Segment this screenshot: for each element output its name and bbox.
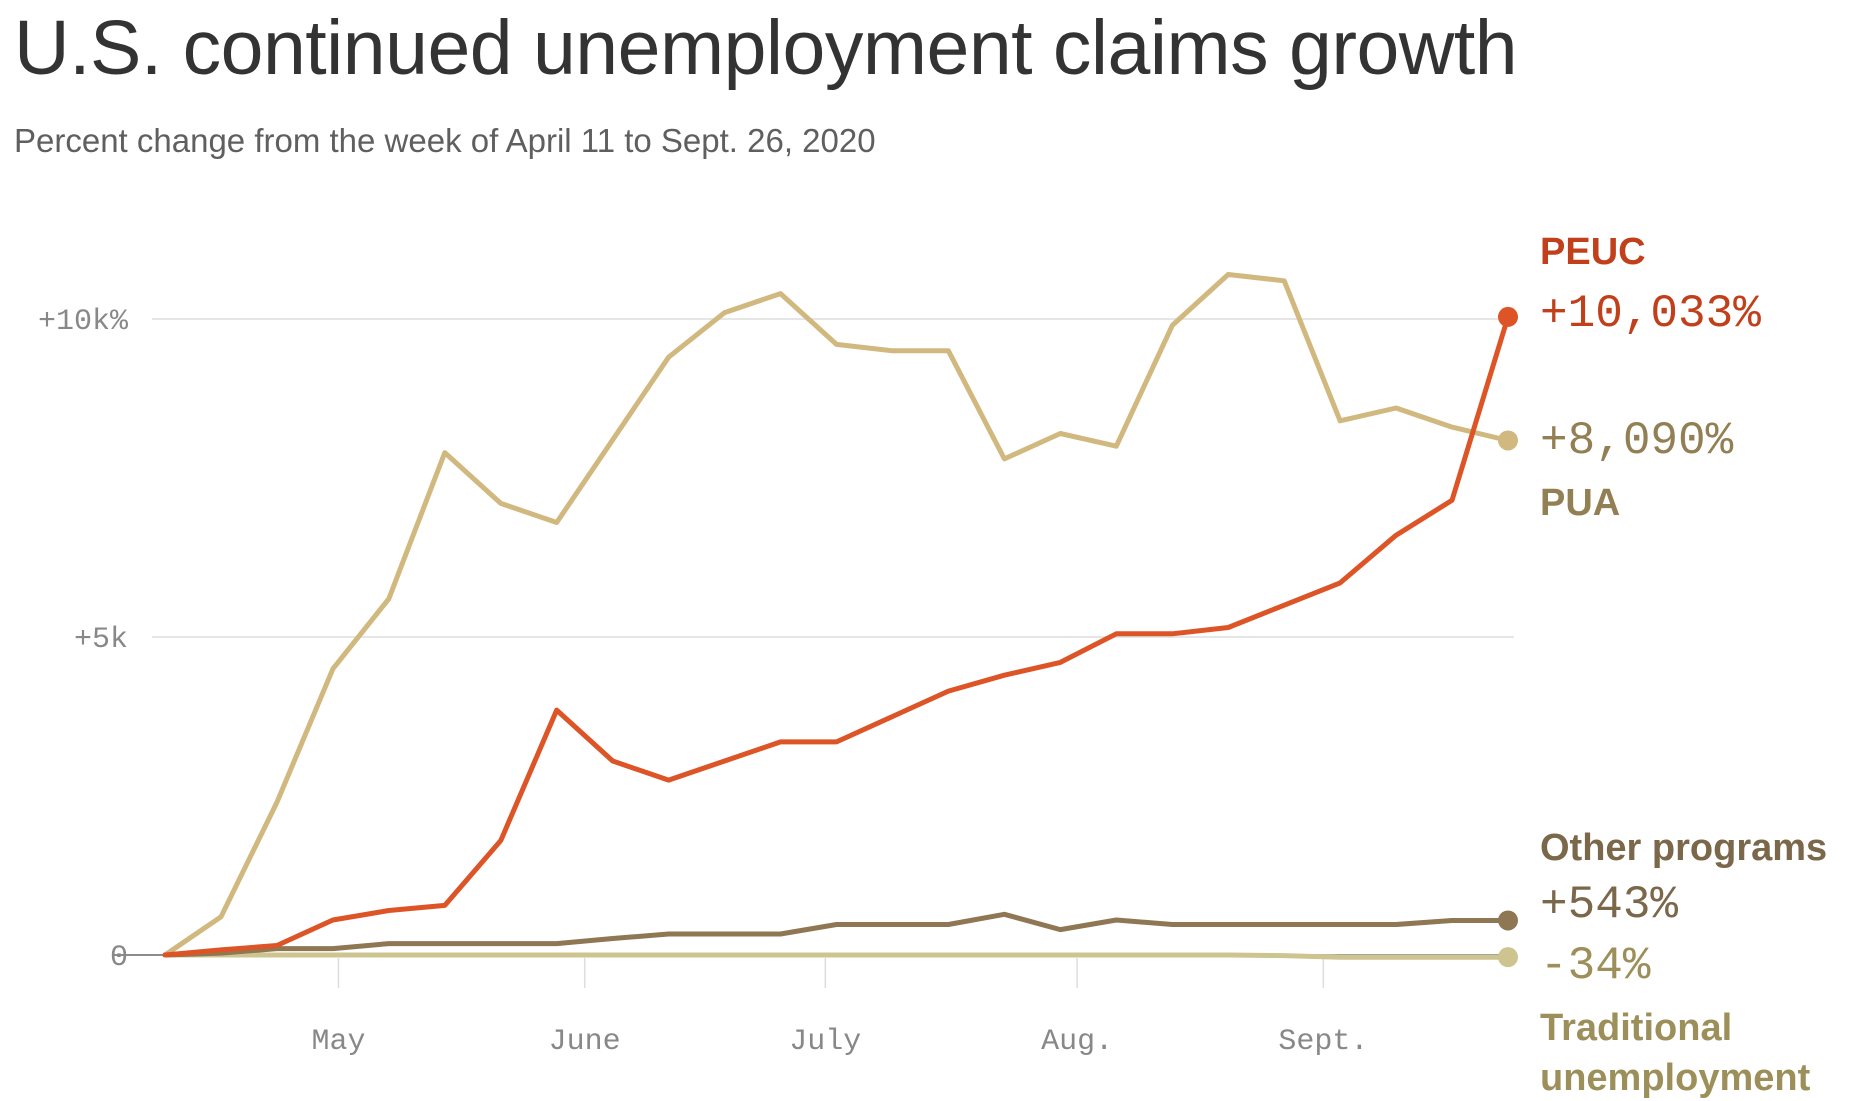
series-endpoint-other-programs — [1498, 910, 1518, 931]
series-label-traditional: Traditional unemployment — [1540, 1007, 1811, 1099]
series-line-pua — [162, 272, 1511, 958]
series-label-other-programs: Other programs — [1540, 827, 1827, 869]
series-endpoint-pua — [1498, 430, 1518, 451]
series-value-pua: +8,090% — [1540, 415, 1734, 467]
x-tick-label: May — [311, 1025, 365, 1059]
series-line-traditional-unemployment — [162, 952, 1511, 960]
series-label-pua: PUA — [1540, 482, 1620, 524]
series-value-peuc: +10,033% — [1540, 288, 1761, 340]
series-line-other-programs — [162, 911, 1511, 958]
x-tick-label: Sept. — [1278, 1025, 1368, 1059]
series-endpoint-peuc — [1498, 306, 1518, 327]
series-value-other-programs: +543% — [1540, 879, 1678, 931]
x-tick-label: Aug. — [1041, 1025, 1113, 1059]
x-tick-label: July — [789, 1025, 861, 1059]
y-tick-label: +10k% — [38, 305, 129, 339]
series-value-traditional: -34% — [1540, 940, 1651, 992]
series-label-peuc: PEUC — [1540, 231, 1646, 273]
series-endpoint-traditional-unemployment — [1498, 947, 1518, 968]
series-line-peuc — [162, 314, 1511, 958]
x-tick-label: June — [549, 1025, 621, 1059]
y-tick-label: 0 — [110, 941, 128, 975]
y-tick-label: +5k — [74, 623, 128, 657]
chart-subtitle: Percent change from the week of April 11… — [14, 122, 876, 159]
chart-title: U.S. continued unemployment claims growt… — [14, 5, 1518, 91]
